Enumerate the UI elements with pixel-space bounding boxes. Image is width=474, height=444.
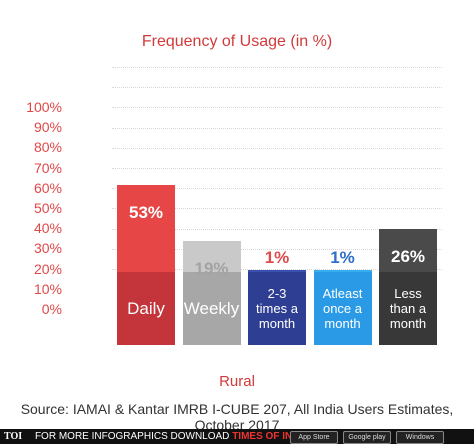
y-tick-label: 10% xyxy=(33,280,62,297)
value-label: 19% xyxy=(194,258,229,278)
y-tick-label: 20% xyxy=(33,260,62,277)
grid-line xyxy=(112,147,442,149)
category-box: 2-3 times a month xyxy=(248,272,306,345)
y-tick-label: 60% xyxy=(33,179,62,196)
y-tick-label: 40% xyxy=(33,220,62,237)
y-tick-label: 70% xyxy=(33,159,62,176)
grid-line xyxy=(112,127,442,129)
y-tick-label: 0% xyxy=(41,301,62,317)
grid-line xyxy=(112,188,442,190)
y-tick-label: 100% xyxy=(26,99,62,115)
grid-line xyxy=(112,67,442,68)
grid-line xyxy=(112,248,442,250)
grid-line xyxy=(112,107,442,109)
grid-line xyxy=(112,269,442,270)
bar xyxy=(182,240,241,272)
value-label: 53% xyxy=(128,202,164,222)
category-box: Atleast once a month xyxy=(313,272,372,345)
y-tick-label: 30% xyxy=(33,240,62,257)
category-box: Weekly xyxy=(182,272,241,345)
y-tick-label: 90% xyxy=(33,119,62,136)
bar xyxy=(248,270,306,272)
y-tick-label: 80% xyxy=(33,139,62,156)
grid-line xyxy=(112,208,442,210)
footer-text: FOR MORE INFOGRAPHICS DOWNLOAD xyxy=(34,431,230,442)
bar xyxy=(379,229,437,272)
value-label: 1% xyxy=(330,248,355,268)
y-tick-label: 50% xyxy=(33,200,62,216)
grid-line xyxy=(112,168,442,169)
badge: Windows Phone xyxy=(396,431,444,444)
chart-title: Frequency of Usage (in %) xyxy=(141,33,333,50)
footer-app: TIMES OF INDIA APP xyxy=(232,431,333,442)
value-label: 1% xyxy=(264,248,290,268)
category-box: Less than a month xyxy=(379,272,437,345)
bar xyxy=(117,184,175,272)
value-label: 26% xyxy=(390,247,426,267)
x-axis-label: Rural xyxy=(219,373,255,390)
grid-line xyxy=(112,228,442,230)
badge: App Store xyxy=(290,431,338,444)
grid-line xyxy=(112,87,442,89)
category-box: Daily xyxy=(117,272,175,345)
badge: Google play xyxy=(343,431,391,444)
brand: TOI xyxy=(4,431,23,442)
bar xyxy=(313,270,372,272)
